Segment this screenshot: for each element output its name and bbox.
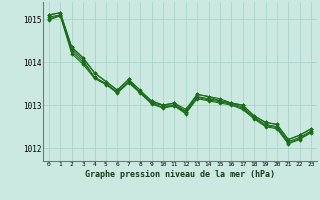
X-axis label: Graphe pression niveau de la mer (hPa): Graphe pression niveau de la mer (hPa) [85, 170, 275, 179]
